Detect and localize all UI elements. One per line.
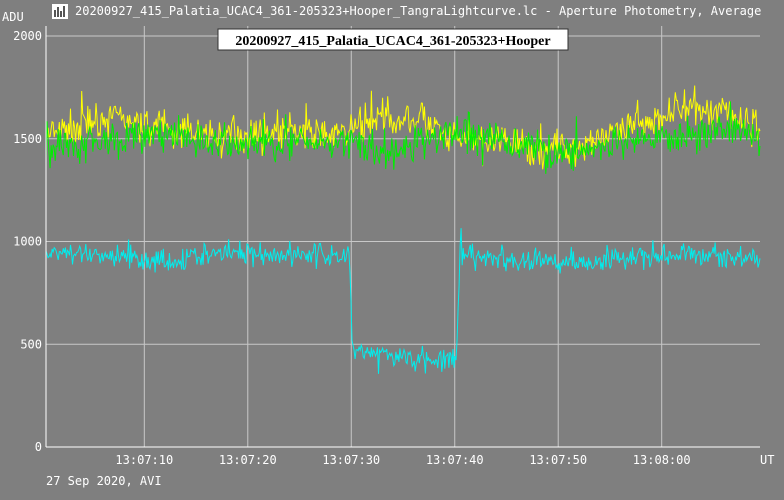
y-tick-label: 2000 xyxy=(13,29,42,43)
x-tick-label: 13:07:40 xyxy=(426,453,484,467)
window-titlebar: 20200927_415_Palatia_UCAC4_361-205323+Ho… xyxy=(0,0,784,24)
x-tick-label: 13:08:00 xyxy=(633,453,691,467)
recording-date-label: 27 Sep 2020, AVI xyxy=(46,474,162,488)
chart-title-box: 20200927_415_Palatia_UCAC4_361-205323+Ho… xyxy=(217,28,569,51)
window-title: 20200927_415_Palatia_UCAC4_361-205323+Ho… xyxy=(75,4,762,18)
y-tick-label: 0 xyxy=(35,440,42,454)
chart-tick-labels: 0 500 1000 1500 2000 13:07:10 13:07:20 13:07:30… xyxy=(13,29,691,467)
y-tick-label: 1500 xyxy=(13,132,42,146)
x-tick-label: 13:07:10 xyxy=(115,453,173,467)
chart-grid xyxy=(46,26,760,447)
series-line-1 xyxy=(45,85,761,170)
y-tick-label: 500 xyxy=(20,337,42,351)
chart-series-layer xyxy=(45,85,761,374)
chart-title: 20200927_415_Palatia_UCAC4_361-205323+Ho… xyxy=(235,34,550,49)
x-tick-label: 13:07:20 xyxy=(219,453,277,467)
series-line-3 xyxy=(45,228,761,374)
y-axis-label: ADU xyxy=(2,10,24,24)
x-tick-label: 13:07:30 xyxy=(322,453,380,467)
lightcurve-app-icon[interactable] xyxy=(52,4,68,19)
series-line-2 xyxy=(45,101,761,174)
y-tick-label: 1000 xyxy=(13,235,42,249)
x-axis-label: UT xyxy=(760,453,774,467)
x-tick-label: 13:07:50 xyxy=(529,453,587,467)
chart-axes xyxy=(45,26,760,448)
